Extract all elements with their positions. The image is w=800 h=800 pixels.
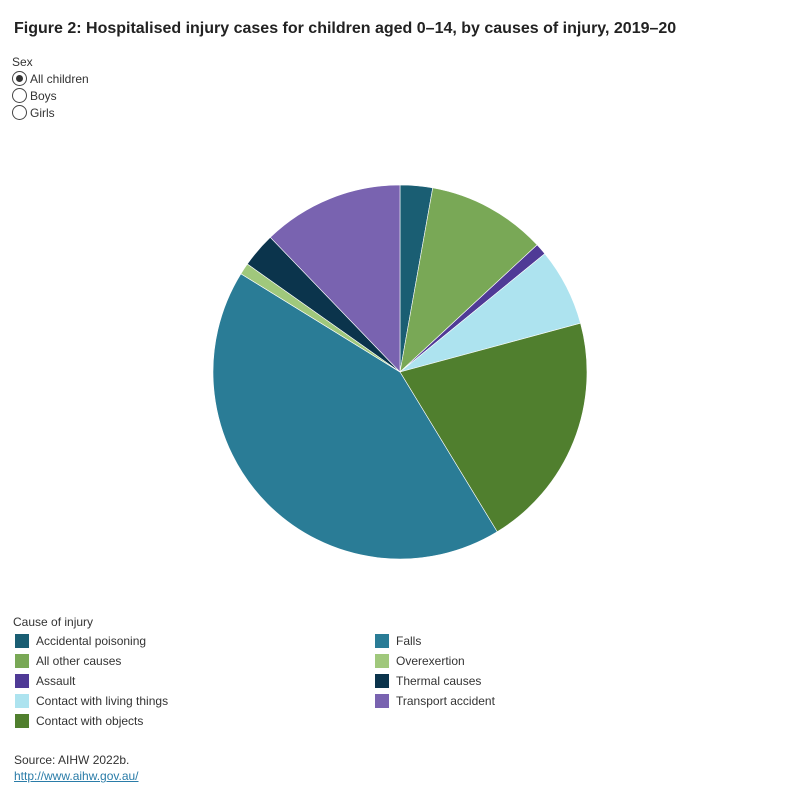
legend-swatch [15, 714, 29, 728]
legend-label: Overexertion [396, 654, 465, 668]
radio-all-children[interactable]: All children [12, 70, 89, 87]
radio-label: Boys [30, 88, 57, 103]
sex-filter: Sex All children Boys Girls [12, 55, 89, 121]
legend-item[interactable]: Thermal causes [373, 671, 573, 691]
legend-swatch [375, 694, 389, 708]
source: Source: AIHW 2022b. http://www.aihw.gov.… [14, 752, 139, 784]
legend-swatch [15, 674, 29, 688]
legend-swatch [15, 694, 29, 708]
legend-item[interactable]: Assault [13, 671, 373, 691]
pie-slice-all-other-causes[interactable] [399, 187, 538, 373]
legend-item[interactable]: Accidental poisoning [13, 631, 373, 651]
source-text: Source: AIHW 2022b. [14, 753, 130, 767]
source-link[interactable]: http://www.aihw.gov.au/ [14, 769, 139, 783]
legend-title: Cause of injury [13, 615, 94, 629]
legend-swatch [375, 654, 389, 668]
legend-label: Thermal causes [396, 674, 482, 688]
legend-swatch [15, 634, 29, 648]
radio-icon[interactable] [12, 105, 27, 120]
legend-label: All other causes [36, 654, 122, 668]
legend-label: Falls [396, 634, 422, 648]
pie-slice-transport-accident[interactable] [269, 184, 401, 373]
legend-item[interactable]: Contact with objects [13, 711, 373, 731]
radio-girls[interactable]: Girls [12, 104, 89, 121]
radio-label: All children [30, 71, 89, 86]
legend-item[interactable]: Overexertion [373, 651, 573, 671]
legend-swatch [375, 634, 389, 648]
legend-item[interactable]: Transport accident [373, 691, 573, 711]
legend: Cause of injury Accidental poisoning All … [13, 615, 573, 731]
pie-slice-contact-with-objects[interactable] [399, 322, 588, 533]
legend-label: Contact with objects [36, 714, 144, 728]
legend-item[interactable]: All other causes [13, 651, 373, 671]
radio-label: Girls [30, 105, 55, 120]
radio-selected-icon[interactable] [12, 71, 27, 86]
legend-label: Transport accident [396, 694, 495, 708]
legend-item[interactable]: Contact with living things [13, 691, 373, 711]
legend-label: Accidental poisoning [36, 634, 147, 648]
radio-icon[interactable] [12, 88, 27, 103]
sex-filter-label: Sex [12, 55, 33, 69]
legend-label: Contact with living things [36, 694, 169, 708]
legend-label: Assault [36, 674, 76, 688]
legend-swatch [375, 674, 389, 688]
chart-title: Figure 2: Hospitalised injury cases for … [14, 20, 677, 37]
legend-swatch [15, 654, 29, 668]
pie-slice-falls[interactable] [212, 273, 498, 560]
legend-item[interactable]: Falls [373, 631, 573, 651]
radio-boys[interactable]: Boys [12, 87, 89, 104]
pie-chart [212, 184, 588, 560]
